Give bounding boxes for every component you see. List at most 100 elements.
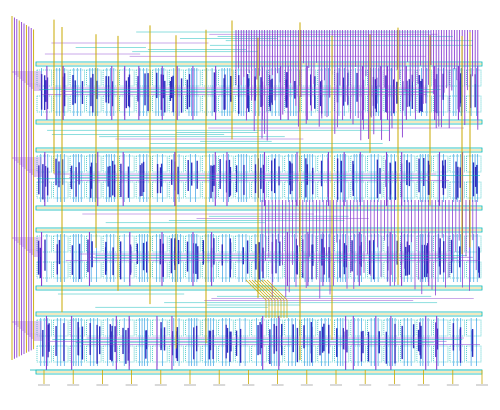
cell-diffusion-bottom [201,95,218,113]
cell-diffusion-top [251,155,267,173]
cell-diffusion-top [218,155,234,173]
cell-diffusion-bottom [267,261,284,279]
cell-diffusion-bottom [300,181,317,199]
metal3-jog [245,279,267,318]
cell-diffusion-top [119,319,135,337]
cell-diffusion-top [300,319,317,337]
cell-diffusion-top [69,235,85,253]
poly-layer [40,68,479,366]
cell-diffusion-top [433,155,449,173]
cell-diffusion-bottom [416,345,432,363]
cell-diffusion-top [119,235,135,253]
cell-diffusion-bottom [234,181,251,199]
cell-diffusion-bottom [168,181,184,199]
cell-diffusion-bottom [53,345,69,363]
cell-diffusion-bottom [433,261,449,279]
cell-diffusion-bottom [284,261,300,279]
cell-diffusion-top [400,155,416,173]
cell-diffusion-bottom [36,181,52,199]
cell-diffusion-top [86,235,102,253]
cell-diffusion-bottom [433,95,449,113]
cell-diffusion-bottom [119,345,135,363]
cell-diffusion-bottom [300,95,317,113]
cell-diffusion-top [284,319,300,337]
cell-diffusion-top [86,69,102,87]
cell-diffusion-bottom [433,181,449,199]
cell-diffusion-top [69,69,85,87]
cell-diffusion-bottom [69,261,85,279]
cell-diffusion-top [284,155,300,173]
cell-diffusion-bottom [400,95,416,113]
cell-diffusion-top [168,319,184,337]
cell-diffusion-bottom [185,181,201,199]
cell-diffusion-top [135,155,151,173]
bottom-pin-pad [67,384,80,386]
cell-diffusion-bottom [350,181,366,199]
cell-diffusion-bottom [449,261,465,279]
cell-diffusion-bottom [350,261,366,279]
cell-diffusion-top [234,155,251,173]
cell-diffusion-top [416,319,432,337]
cell-diffusion-bottom [383,345,399,363]
bottom-pin-pad [359,384,372,386]
cell-diffusion-bottom [69,345,85,363]
cell-diffusion-bottom [135,181,151,199]
cell-diffusion-top [234,69,251,87]
cell-diffusion-bottom [135,345,151,363]
cell-diffusion-bottom [300,261,317,279]
cell-diffusion-bottom [234,345,251,363]
cell-diffusion-bottom [53,95,69,113]
cell-diffusion-top [69,155,85,173]
cell-diffusion-top [119,69,135,87]
cell-diffusion-bottom [317,345,333,363]
cell-diffusion-bottom [367,261,383,279]
bottom-pin-pad [388,384,401,386]
cell-diffusion-top [284,69,300,87]
cell-diffusion-top [449,319,465,337]
cell-diffusion-bottom [152,261,168,279]
cell-diffusion-bottom [367,181,383,199]
cell-diffusion-bottom [416,261,432,279]
cell-diffusion-bottom [334,181,350,199]
cell-diffusion-bottom [53,181,69,199]
cell-diffusion-top [218,69,234,87]
bottom-pin-pad [213,384,226,386]
cell-diffusion-bottom [251,181,267,199]
cell-diffusion-top [234,235,251,253]
cell-diffusion-bottom [400,181,416,199]
cell-diffusion-bottom [466,181,482,199]
bottom-pin-pad [184,384,196,386]
metal1-layer [37,72,480,364]
cell-diffusion-top [135,69,151,87]
cell-diffusion-top [416,155,432,173]
cell-diffusion-bottom [152,181,168,199]
cell-diffusion-bottom [251,261,267,279]
cell-diffusion-bottom [466,95,482,113]
cell-diffusion-top [152,235,168,253]
metal3-jog [251,279,273,318]
cell-diffusion-top [300,235,317,253]
cell-diffusion-bottom [350,345,366,363]
cell-diffusion-bottom [185,345,201,363]
cell-diffusion-bottom [185,261,201,279]
cell-diffusion-bottom [267,345,284,363]
cell-diffusion-top [433,235,449,253]
cell-diffusion-top [416,69,432,87]
cell-diffusion-bottom [300,345,317,363]
cell-diffusion-bottom [102,345,118,363]
cell-diffusion-bottom [218,345,234,363]
cell-diffusion-top [185,235,201,253]
cell-diffusion-top [416,235,432,253]
cell-diffusion-top [400,69,416,87]
cell-diffusion-top [201,235,218,253]
metal3-jog [263,279,285,318]
cell-diffusion-bottom [36,261,52,279]
metal3-jog [254,279,276,318]
cell-diffusion-bottom [433,345,449,363]
cell-diffusion-bottom [400,345,416,363]
cell-diffusion-bottom [119,181,135,199]
cell-diffusion-bottom [69,181,85,199]
cell-diffusion-bottom [416,95,432,113]
